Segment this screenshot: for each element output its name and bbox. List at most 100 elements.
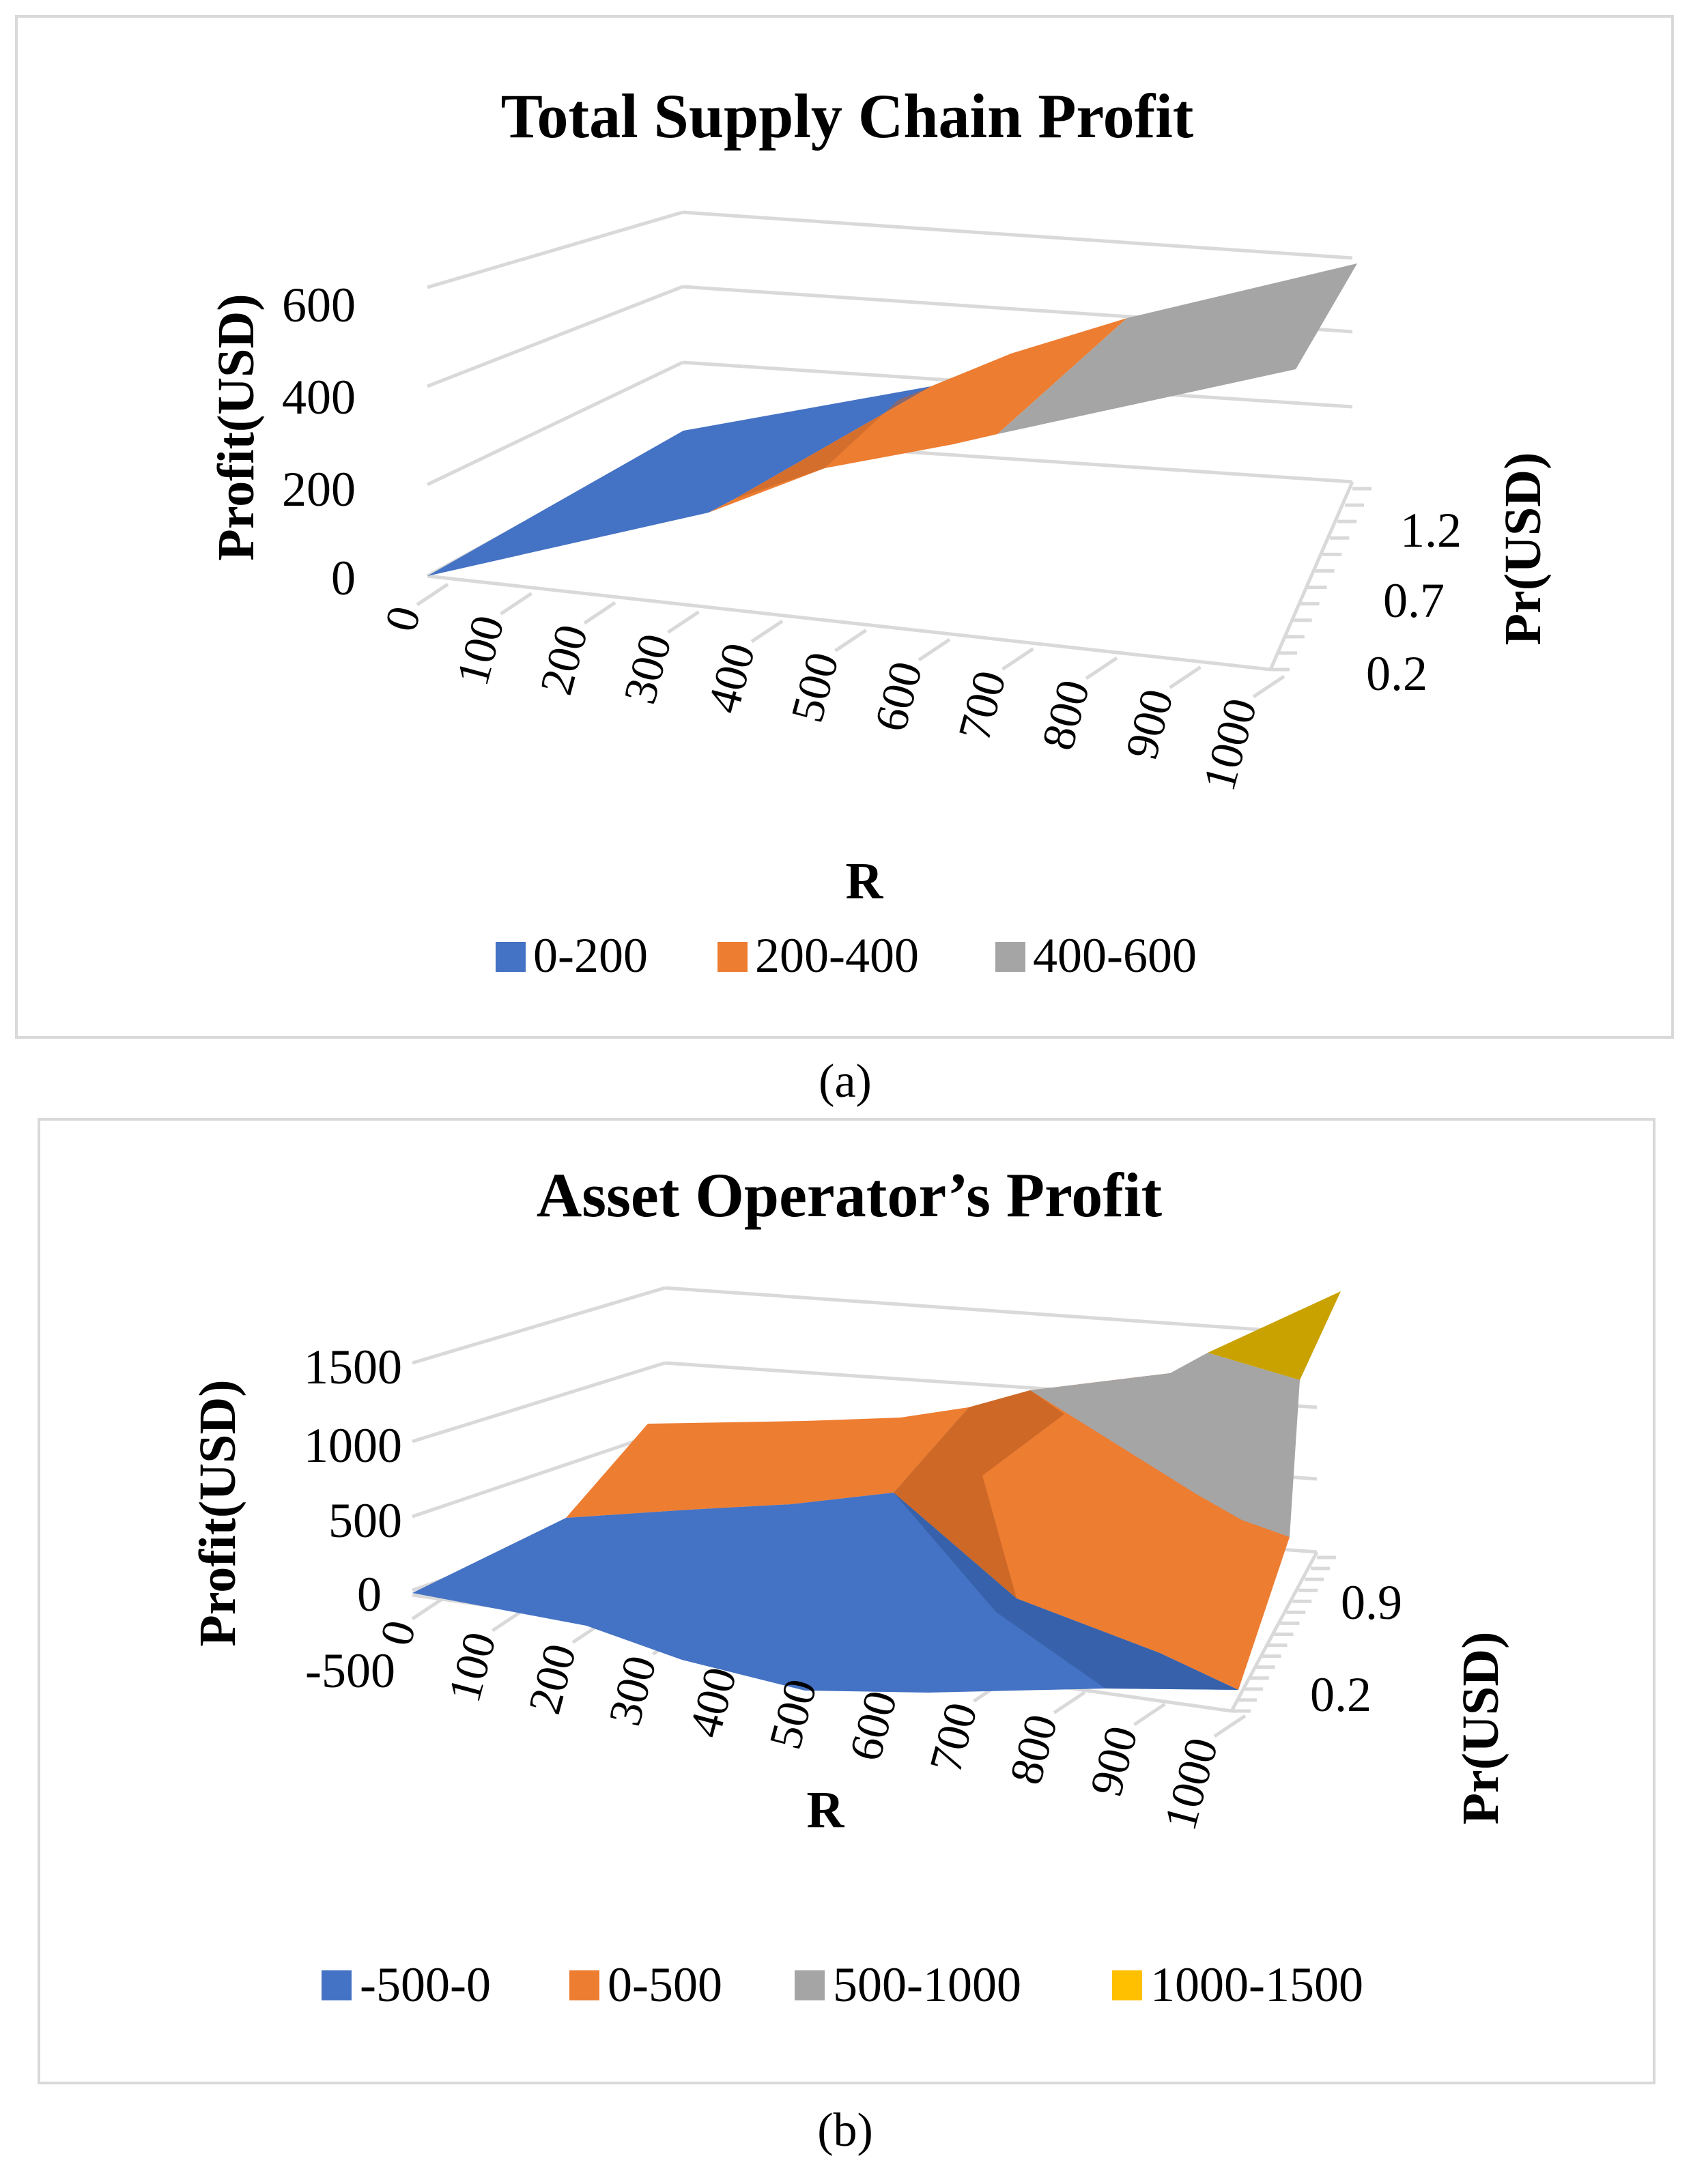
- chart-a-y-tick-0: 0: [331, 551, 356, 605]
- chart-a-legend: 0-200 200-400 400-600: [496, 928, 1197, 983]
- chart-b-legend-swatch-3: [1112, 1970, 1142, 2000]
- chart-a-x-tick-label: 500: [780, 647, 849, 728]
- chart-a-svg: Total Supply Chain Profit: [208, 81, 1552, 983]
- chart-a-legend-label-1: 200-400: [755, 928, 919, 983]
- chart-b-y-tick-neg500: -500: [305, 1643, 395, 1698]
- chart-a-y-axis-title: Profit(USD): [208, 293, 265, 560]
- chart-a-y-tick-600: 600: [282, 278, 356, 332]
- chart-a-x-tick-label: 300: [613, 629, 681, 709]
- caption-b: (b): [817, 2104, 873, 2157]
- chart-a-floor-front: [427, 574, 1271, 672]
- chart-a-y-tick-200: 200: [282, 462, 356, 517]
- chart-a-grid-back-1: [682, 210, 1353, 260]
- chart-b-title: Asset Operator’s Profit: [537, 1160, 1163, 1230]
- chart-b-surface-blue: [412, 1493, 1238, 1693]
- chart-a-x-tick-mark: [500, 592, 532, 616]
- chart-a-x-tick-mark: [416, 582, 449, 607]
- chart-a-surface: [427, 263, 1357, 576]
- chart-b-y-tick-1000: 1000: [304, 1418, 402, 1473]
- chart-b-y-tick-500: 500: [328, 1493, 402, 1548]
- chart-a-x-tick-mark: [667, 610, 700, 634]
- caption-a: (a): [819, 1055, 872, 1108]
- chart-b-legend: -500-0 0-500 500-1000 1000-1500: [322, 1957, 1363, 2012]
- chart-b-z-ticks: 0.9 0.2: [1310, 1575, 1402, 1722]
- chart-a-x-tick-mark: [1001, 647, 1034, 671]
- chart-a-z-axis-title: Pr(USD): [1494, 452, 1552, 646]
- chart-a-x-tick-marks: [416, 582, 1285, 699]
- chart-a-x-tick-mark: [918, 637, 951, 662]
- chart-b-surface-gray-2: [1170, 1353, 1300, 1537]
- chart-b-x-tick-label: 800: [999, 1709, 1068, 1790]
- chart-b-z-tick-0.9: 0.9: [1341, 1575, 1402, 1630]
- chart-a-z-tick-0.2: 0.2: [1366, 646, 1427, 701]
- chart-b-legend-swatch-1: [569, 1970, 599, 2000]
- chart-a-legend-label-0: 0-200: [533, 928, 648, 983]
- chart-b-surface-blue-shade: [894, 1493, 1238, 1690]
- chart-b-x-tick-label: 300: [598, 1650, 666, 1731]
- chart-a-x-tick-label: 200: [530, 619, 598, 700]
- chart-b-y-tick-1500: 1500: [304, 1340, 402, 1394]
- chart-b-legend-swatch-0: [322, 1970, 352, 2000]
- chart-a-z-tick-1.2: 1.2: [1400, 503, 1462, 558]
- chart-a-x-tick-mark: [834, 629, 867, 652]
- chart-a-x-tick-label: 100: [446, 610, 514, 691]
- chart-b-x-tick-label: 700: [919, 1697, 987, 1778]
- chart-b-z-tick-marks: [1232, 1555, 1336, 1713]
- chart-a-depth-axis: [1268, 481, 1354, 670]
- chart-b-y-axis-title: Profit(USD): [189, 1379, 246, 1646]
- chart-b-legend-label-3: 1000-1500: [1150, 1957, 1363, 2012]
- chart-b-frame: Asset Operator’s Profit: [38, 1118, 1656, 2084]
- chart-b-x-tick-label: 400: [679, 1662, 747, 1742]
- chart-a-x-tick-mark: [1085, 656, 1118, 680]
- chart-a-x-tick-label: 400: [697, 637, 765, 718]
- chart-b-z-axis-title: Pr(USD): [1452, 1632, 1509, 1825]
- chart-b-x-tick-label: 600: [839, 1685, 907, 1766]
- chart-b-z-tick-0.2: 0.2: [1310, 1667, 1372, 1722]
- chart-b-x-tick-mark: [1133, 1702, 1166, 1726]
- chart-a-x-ticks: 0 100 200 300 400 500 600 700 800 900 1000: [374, 601, 1266, 796]
- chart-a-legend-swatch-2: [995, 942, 1025, 972]
- chart-a-x-tick-mark: [583, 601, 616, 625]
- chart-b-surface-orange-shade: [894, 1390, 1064, 1598]
- chart-b-x-tick-label: 100: [438, 1626, 506, 1707]
- chart-b-surface-orange-back: [566, 1407, 969, 1518]
- chart-a-x-tick-mark: [1169, 665, 1202, 689]
- chart-b-legend-label-2: 500-1000: [833, 1957, 1021, 2012]
- chart-b-y-ticks: 1500 1000 500 0 -500: [304, 1340, 402, 1698]
- chart-b-x-tick-label: 900: [1079, 1721, 1148, 1801]
- chart-a-legend-swatch-0: [496, 942, 526, 972]
- chart-a-x-tick-label: 700: [948, 665, 1016, 746]
- chart-b-x-tick-label: 1000: [1154, 1732, 1228, 1835]
- chart-a-z-tick-marks: [1270, 487, 1372, 672]
- chart-a-x-tick-label: 600: [864, 656, 933, 736]
- chart-a-frame: Total Supply Chain Profit: [15, 15, 1674, 1039]
- chart-a-grid-back-0: [427, 210, 683, 289]
- chart-b-x-tick-label: 200: [518, 1639, 586, 1719]
- chart-b-y-tick-0: 0: [357, 1567, 382, 1622]
- chart-b-surface: [412, 1291, 1341, 1693]
- chart-a-z-tick-0.7: 0.7: [1383, 573, 1445, 628]
- chart-a-legend-label-2: 400-600: [1033, 928, 1197, 983]
- chart-a-x-axis-title: R: [846, 852, 884, 910]
- chart-a-legend-swatch-1: [717, 942, 748, 972]
- chart-a-surface-blue: [427, 386, 931, 576]
- chart-b-depth-axis: [1230, 1551, 1319, 1712]
- chart-b-x-axis-title: R: [807, 1781, 845, 1839]
- chart-b-x-tick-mark: [1053, 1691, 1086, 1714]
- chart-b-svg: Asset Operator’s Profit: [189, 1160, 1509, 2012]
- chart-b-legend-swatch-2: [795, 1970, 825, 2000]
- chart-b-legend-label-0: -500-0: [360, 1957, 491, 2012]
- chart-b-x-tick-mark: [492, 1609, 524, 1633]
- chart-a-surface-gray: [997, 263, 1357, 434]
- chart-a-grid-back-4: [426, 360, 684, 487]
- chart-b-grid-back-1: [664, 1286, 1318, 1336]
- chart-b-x-tick-label: 500: [758, 1673, 827, 1754]
- chart-a-y-tick-400: 400: [282, 370, 356, 425]
- chart-b-legend-label-1: 0-500: [608, 1957, 722, 2012]
- chart-b-grid-back-2: [412, 1361, 666, 1443]
- chart-a-x-tick-label: 0: [374, 601, 430, 637]
- chart-a-x-tick-label: 800: [1032, 674, 1100, 755]
- chart-a-surface-shade: [735, 354, 1011, 499]
- chart-a-x-tick-label: 900: [1115, 684, 1183, 764]
- chart-a-grid-back-2: [427, 285, 683, 388]
